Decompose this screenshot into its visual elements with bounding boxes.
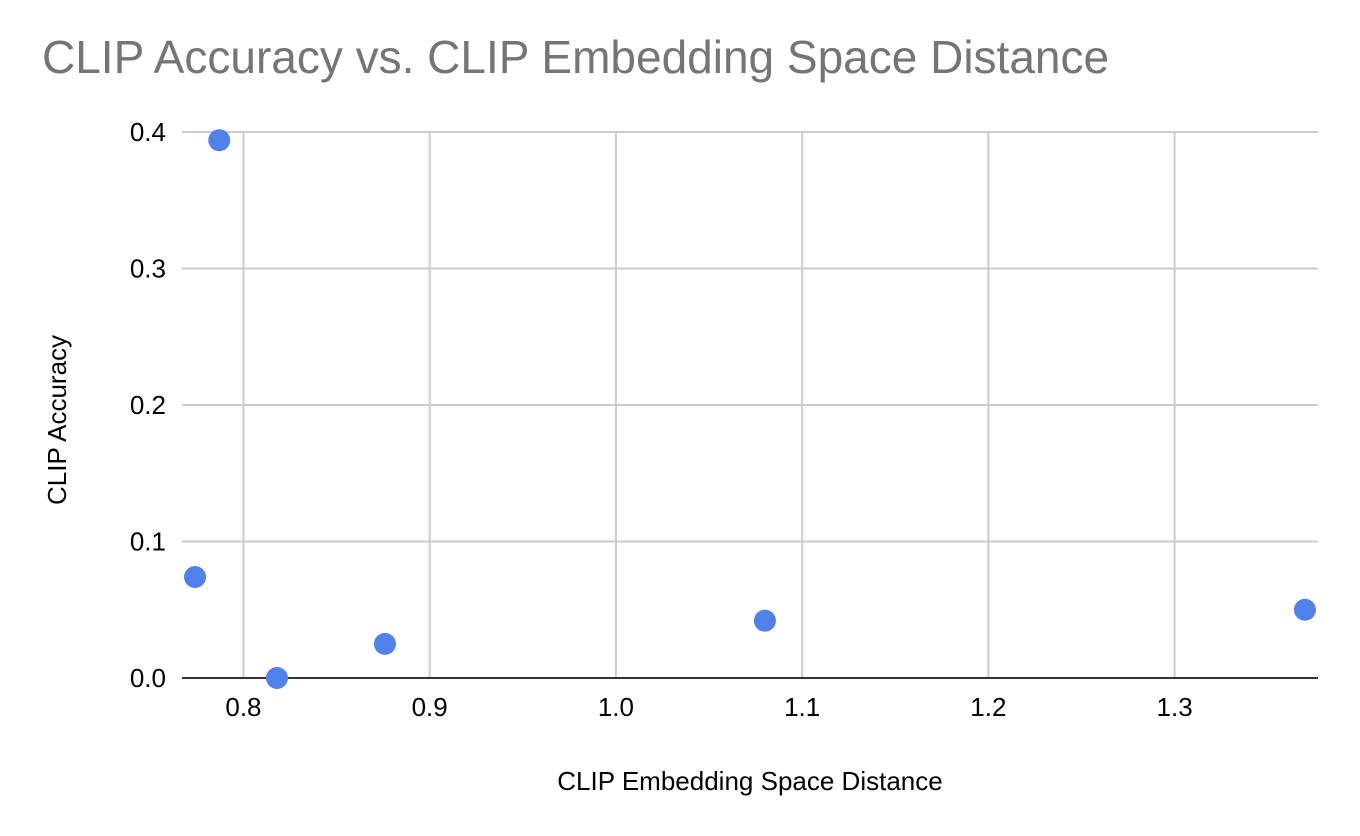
y-tick-label: 0.3 bbox=[130, 254, 166, 284]
data-point bbox=[753, 609, 776, 632]
data-point bbox=[265, 667, 288, 689]
x-tick-label: 1.0 bbox=[598, 692, 634, 722]
x-axis-label: CLIP Embedding Space Distance bbox=[557, 766, 942, 796]
x-tick-label: 0.9 bbox=[412, 692, 448, 722]
chart-title: CLIP Accuracy vs. CLIP Embedding Space D… bbox=[42, 31, 1110, 83]
y-tick-label: 0.4 bbox=[130, 117, 166, 147]
data-point bbox=[184, 565, 207, 588]
x-tick-label: 1.2 bbox=[970, 692, 1006, 722]
data-point bbox=[1293, 598, 1316, 621]
x-tick-label: 1.1 bbox=[784, 692, 820, 722]
data-point bbox=[373, 632, 396, 655]
y-tick-label: 0.0 bbox=[130, 663, 166, 693]
y-tick-label: 0.1 bbox=[130, 527, 166, 557]
x-tick-label: 1.3 bbox=[1157, 692, 1193, 722]
y-axis-label: CLIP Accuracy bbox=[42, 335, 72, 505]
y-tick-label: 0.2 bbox=[130, 390, 166, 420]
x-tick-label: 0.8 bbox=[225, 692, 261, 722]
data-point bbox=[208, 129, 231, 152]
